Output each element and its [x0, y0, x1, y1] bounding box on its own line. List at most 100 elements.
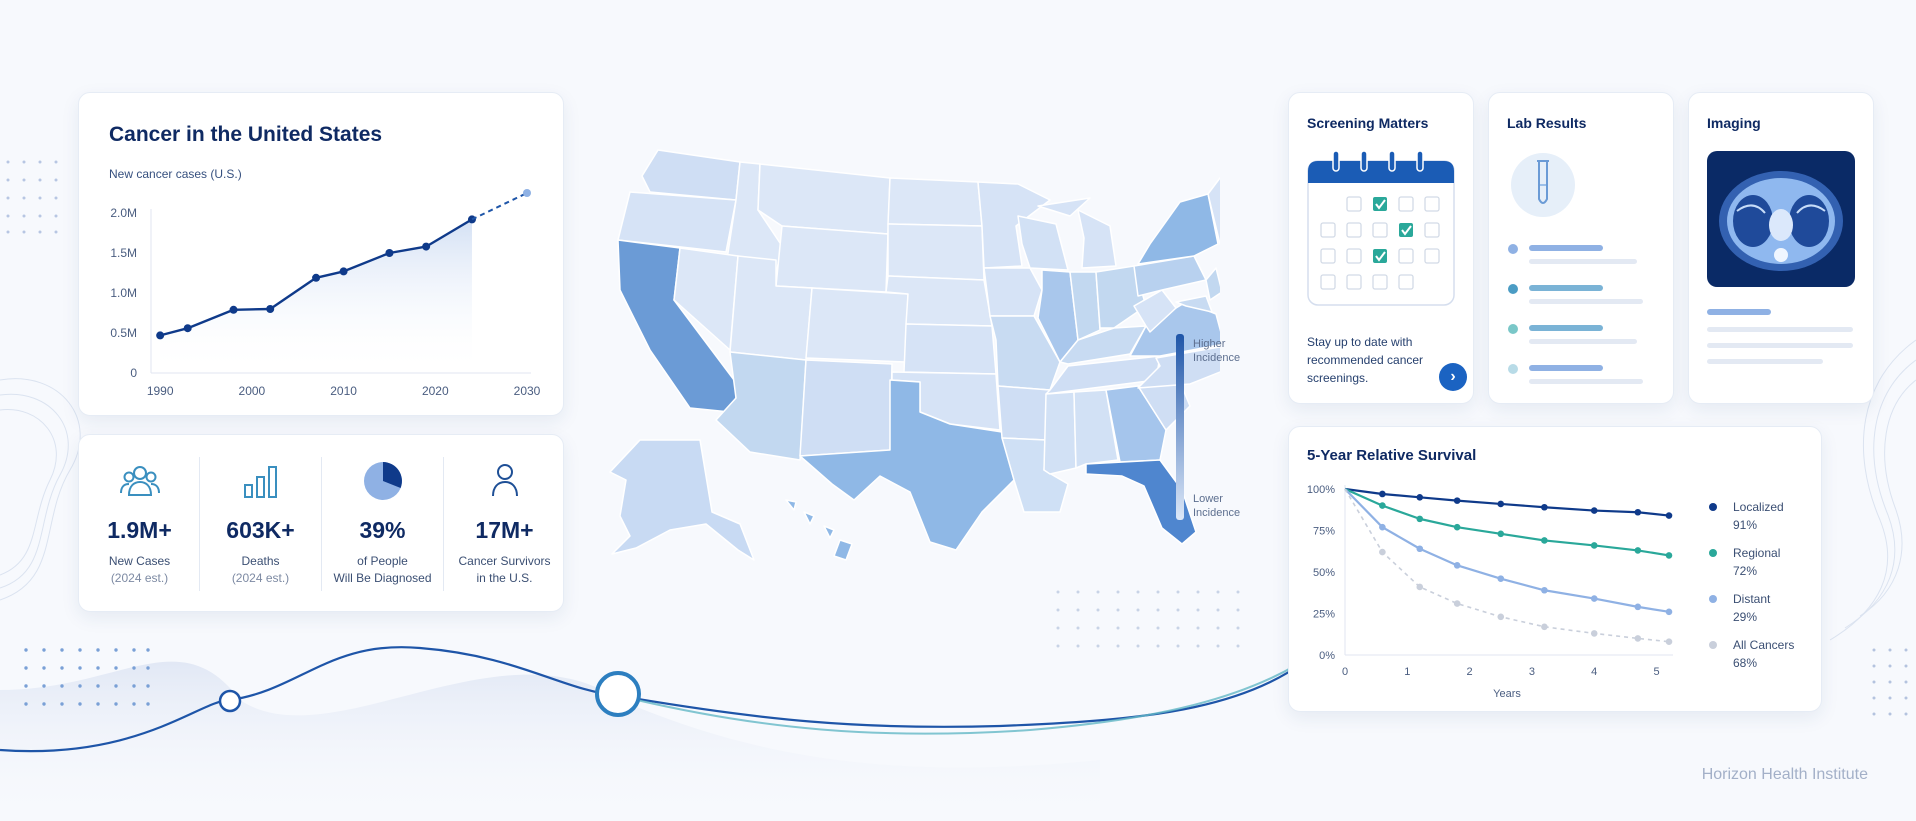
stat-survivors: 17M+ Cancer Survivors in the U.S.: [444, 435, 565, 613]
state-ks: [903, 323, 997, 375]
brand-watermark: Horizon Health Institute: [1701, 766, 1868, 783]
data-point: [1665, 552, 1673, 559]
screening-card: Screening Matters Stay up to date with r…: [1288, 92, 1474, 404]
y-tick-label: 0: [130, 366, 137, 380]
divider: [199, 457, 200, 591]
people-group-icon: [119, 466, 160, 496]
state-tx: [799, 379, 1015, 551]
data-point: [1634, 547, 1642, 554]
data-point: [1379, 523, 1386, 531]
legend-value: 91%: [1733, 518, 1757, 532]
state-ga: [1105, 385, 1167, 463]
x-tick-label: 5: [1653, 666, 1659, 678]
data-point: [1541, 586, 1548, 594]
data-point: [1590, 507, 1598, 514]
data-point: [422, 242, 431, 251]
state-md: [1175, 295, 1213, 313]
state-ak: [609, 439, 755, 561]
state-co: [805, 287, 909, 363]
data-point: [1453, 523, 1461, 531]
stat-value: 603K+: [226, 517, 295, 543]
series-line-distant: [1344, 488, 1670, 613]
state-ar: [997, 385, 1051, 441]
person-icon: [491, 464, 518, 497]
legend-label: Localized: [1733, 500, 1784, 514]
state-mt: [757, 163, 891, 235]
chart-title: Cancer in the United States: [109, 123, 383, 146]
data-point: [1665, 608, 1673, 616]
data-point: [1541, 503, 1548, 511]
x-tick-label: 0: [1342, 666, 1348, 678]
data-point: [1416, 494, 1424, 501]
chart-title: 5-Year Relative Survival: [1307, 447, 1477, 464]
stat-value: 17M+: [475, 517, 534, 543]
legend-low-label: Lower Incidence: [1193, 493, 1241, 519]
x-tick-label: 2020: [422, 384, 449, 398]
state-ms: [1043, 391, 1077, 475]
state-hi: [785, 499, 853, 561]
data-point: [1497, 613, 1505, 621]
area-fill: [160, 219, 472, 373]
legend-marker: [1709, 641, 1717, 649]
state-wa: [641, 149, 741, 201]
data-point: [1416, 583, 1424, 591]
data-point: [1541, 537, 1548, 544]
data-point: [312, 273, 321, 282]
x-tick-label: 1: [1404, 666, 1410, 678]
data-point: [1416, 545, 1424, 553]
state-new-england: [1207, 176, 1220, 245]
x-tick-label: 2030: [514, 384, 541, 398]
lab-results-illustration: [1508, 153, 1643, 384]
state-or: [617, 191, 737, 253]
data-point: [183, 324, 192, 333]
data-point: [1590, 595, 1598, 602]
state-al: [1073, 389, 1119, 469]
data-point: [1634, 635, 1642, 642]
incidence-legend-bar: [1176, 334, 1184, 520]
legend-marker: [1709, 549, 1717, 557]
divider: [443, 457, 444, 591]
x-tick-label: 3: [1529, 666, 1535, 678]
stat-label: of People Will Be Diagnosed: [333, 554, 432, 585]
data-point: [1453, 497, 1461, 504]
divider: [321, 457, 322, 591]
data-point: [1590, 542, 1598, 549]
chevron-right-icon[interactable]: ›: [1439, 363, 1467, 391]
data-point: [1665, 638, 1673, 646]
series-line-localized: [1344, 487, 1670, 517]
us-incidence-map: [609, 149, 1220, 561]
screening-text: Stay up to date with recommended cancer …: [1307, 335, 1424, 385]
data-point: [1497, 575, 1505, 582]
legend-value: 68%: [1733, 656, 1757, 670]
test-tube-icon: [1537, 160, 1549, 204]
data-point: [1665, 512, 1673, 519]
data-point: [1634, 508, 1642, 516]
legend-label: Regional: [1733, 546, 1780, 560]
data-point: [1590, 630, 1598, 637]
y-tick-label: 0.5M: [110, 326, 137, 340]
y-tick-label: 2.0M: [110, 206, 137, 220]
new-cases-line-chart: 0 0.5M 1.0M 1.5M 2.0M 1990 2000 2010 2020 2030: [110, 189, 541, 398]
state-fl: [1085, 459, 1197, 545]
data-point: [156, 331, 165, 340]
imaging-card: Imaging: [1688, 92, 1874, 404]
line-series-projection: [471, 192, 528, 221]
legend-high-label: Higher Incidence: [1193, 338, 1241, 364]
data-point: [1379, 490, 1386, 498]
y-tick-label: 1.5M: [110, 246, 137, 260]
state-wv: [1133, 289, 1177, 333]
legend-marker: [1709, 503, 1717, 511]
stat-new-cases: 1.9M+ New Cases (2024 est.): [79, 435, 200, 613]
legend-marker: [1709, 595, 1717, 603]
data-point: [1379, 502, 1386, 509]
new-cases-chart-card: Cancer in the United States New cancer c…: [78, 92, 564, 416]
data-point: [339, 267, 348, 276]
data-point: [1453, 600, 1461, 607]
stat-value: 1.9M+: [107, 517, 172, 543]
card-title: Screening Matters: [1307, 115, 1429, 131]
y-tick-label: 50%: [1313, 567, 1335, 579]
state-nm: [799, 359, 893, 457]
y-tick-label: 25%: [1313, 609, 1335, 621]
state-mi: [1037, 197, 1117, 269]
